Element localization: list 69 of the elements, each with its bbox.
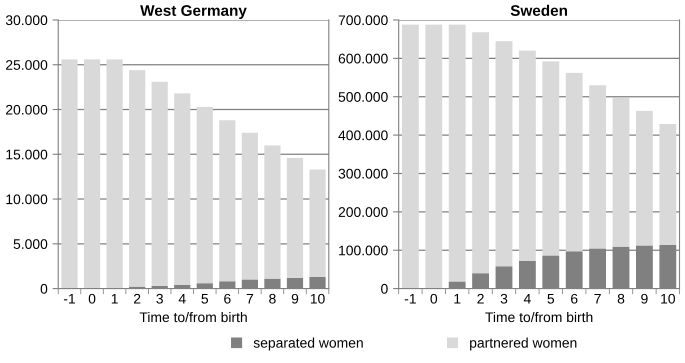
y-tick-label: 300.000: [338, 168, 388, 179]
x-tick-label: 2: [477, 294, 484, 304]
y-tick-label: 5.000: [14, 239, 48, 249]
y-tick-label: 20.000: [6, 104, 48, 115]
bar: [174, 93, 190, 286]
bar: [518, 50, 536, 261]
bar: [61, 59, 78, 289]
x-tick-label: 6: [571, 294, 578, 304]
y-tick-label: 0: [40, 284, 48, 294]
chart-title: Sweden: [510, 4, 568, 16]
y-tick-label: 0: [381, 284, 388, 294]
bar: [589, 85, 606, 249]
bar: [402, 24, 419, 289]
x-axis-title: Time to/from birth: [140, 312, 247, 322]
chart-title: West Germany: [140, 5, 247, 19]
y-tick-label: 25.000: [6, 60, 48, 70]
x-tick-label: 10: [310, 294, 325, 304]
bar: [152, 82, 168, 286]
y-tick-label: 400.000: [338, 130, 388, 140]
x-axis-title: Time to/from birth: [485, 312, 592, 322]
x-tick-label: 9: [641, 294, 648, 304]
x-tick-label: 8: [618, 294, 624, 304]
bar: [286, 158, 304, 278]
x-tick-label: 6: [224, 294, 231, 304]
bar: [84, 59, 100, 289]
bar: [636, 110, 653, 246]
y-tick-label: 600.000: [338, 54, 388, 64]
x-tick-label: 1: [112, 294, 118, 304]
x-tick-label: 5: [201, 294, 208, 304]
bar: [264, 145, 281, 279]
x-tick-label: 4: [178, 294, 186, 304]
x-tick-label: 10: [661, 294, 675, 304]
x-tick-label: 1: [454, 294, 460, 304]
y-tick-label: 100.000: [339, 246, 388, 256]
x-tick-label: -1: [64, 294, 75, 304]
x-tick-label: 3: [156, 294, 163, 304]
bar: [196, 106, 213, 284]
bar: [425, 24, 442, 289]
x-tick-label: 5: [547, 294, 554, 304]
bar: [659, 124, 676, 245]
y-tick-label: 15.000: [6, 150, 48, 160]
x-tick-label: 9: [292, 294, 298, 304]
bar: [612, 98, 630, 247]
bar: [496, 41, 512, 266]
y-tick-label: 700.000: [338, 15, 388, 26]
legend-label: partnered women: [470, 338, 576, 350]
bar: [219, 120, 236, 282]
x-tick-label: 7: [246, 294, 254, 304]
y-tick-label: 30.000: [6, 15, 48, 26]
y-tick-label: 500.000: [338, 92, 388, 102]
x-tick-label: 0: [88, 294, 96, 304]
y-tick-label: 10.000: [6, 194, 48, 204]
bar: [472, 32, 490, 274]
x-tick-label: 2: [134, 294, 140, 304]
x-tick-label: 3: [500, 294, 508, 304]
bar: [106, 59, 123, 289]
bar: [566, 72, 583, 252]
y-tick-label: 200.000: [338, 207, 388, 218]
bar: [448, 24, 466, 282]
x-tick-label: 4: [524, 294, 531, 304]
legend-label: separated women: [254, 338, 363, 350]
x-tick-label: 7: [594, 294, 601, 304]
bar: [129, 70, 146, 287]
bar: [242, 132, 258, 280]
bar: [542, 61, 560, 256]
x-tick-label: 0: [430, 294, 438, 304]
x-tick-label: -1: [404, 294, 416, 304]
bar: [309, 169, 326, 277]
x-tick-label: 8: [269, 294, 276, 304]
